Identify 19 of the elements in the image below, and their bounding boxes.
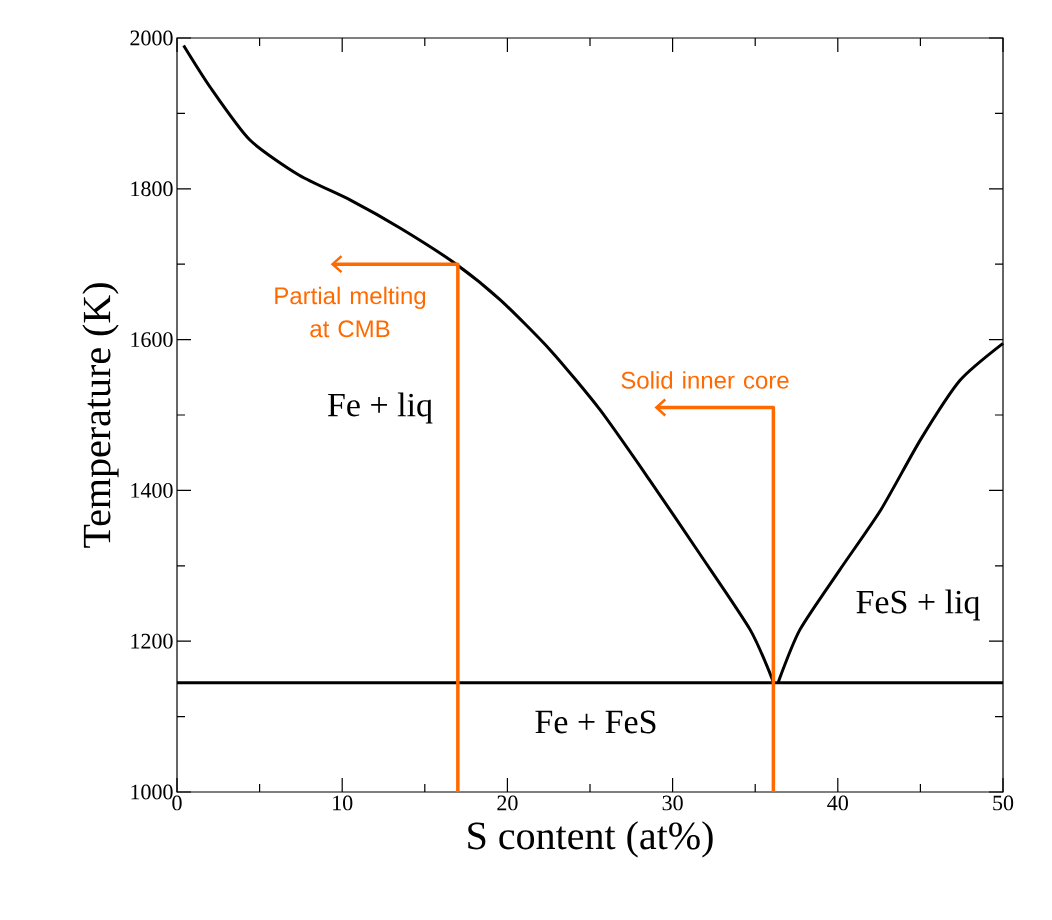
y-tick-label: 1600 xyxy=(131,332,173,348)
x-tick-label: 0 xyxy=(172,795,182,811)
y-tick-label: 1400 xyxy=(131,482,173,498)
y-tick-label: 2000 xyxy=(130,30,173,46)
y-axis-title: Temperature (K) xyxy=(82,283,119,548)
x-axis-title: S content (at%) xyxy=(468,821,713,858)
annotation: Fe + liq xyxy=(327,392,433,424)
y-tick-label: 1200 xyxy=(131,633,173,649)
annotation: Solid inner core xyxy=(621,371,789,389)
x-tick-label: 10 xyxy=(333,795,353,811)
x-tick-label: 40 xyxy=(827,795,848,811)
y-tick-label: 1800 xyxy=(131,181,173,197)
annotation: FeS + liq xyxy=(856,589,980,621)
x-tick-label: 50 xyxy=(993,795,1014,811)
annotation: Fe + FeS xyxy=(535,710,656,734)
x-tick-label: 30 xyxy=(662,795,683,811)
x-tick-label: 20 xyxy=(497,795,518,811)
annotation: Partial melting at CMB xyxy=(275,286,426,338)
y-tick-label: 1000 xyxy=(131,784,173,800)
